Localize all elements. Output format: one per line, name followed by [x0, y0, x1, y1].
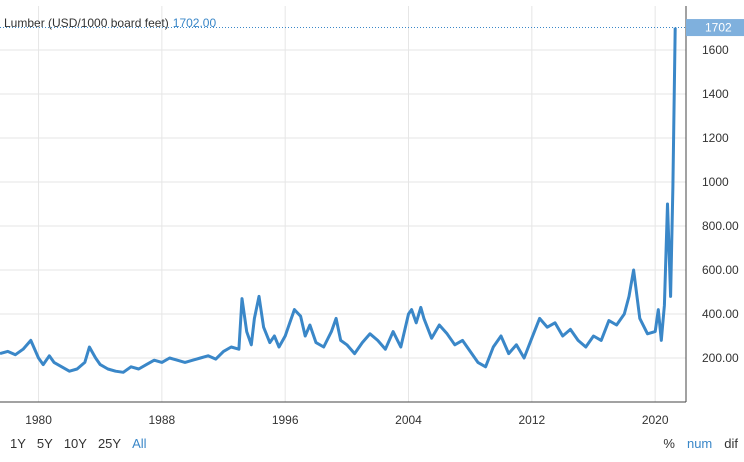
display-mode-selector: % num dif	[651, 436, 738, 451]
y-tick-label: 200.00	[702, 351, 739, 365]
range-10y-button[interactable]: 10Y	[63, 436, 87, 451]
x-tick-label: 2020	[642, 413, 669, 427]
y-tick-label: 1600	[702, 43, 729, 57]
last-value-badge: 1702	[686, 19, 744, 37]
series-legend: Lumber (USD/1000 board feet) 1702.00	[4, 16, 216, 30]
x-axis-ticks: 1980 1988 1996 2004 2012 2020	[25, 413, 669, 427]
y-tick-label: 800.00	[702, 219, 739, 233]
range-selector: 1Y 5Y 10Y 25Y All	[10, 436, 158, 451]
y-axis-ticks: 200.00 400.00 600.00 800.00 1000 1200 1400 1600	[702, 43, 739, 365]
lumber-price-line[interactable]	[0, 27, 677, 374]
series-name: Lumber (USD/1000 board feet)	[4, 16, 169, 30]
y-tick-label: 400.00	[702, 307, 739, 321]
mode-dif-button[interactable]: dif	[724, 436, 738, 451]
range-25y-button[interactable]: 25Y	[97, 436, 122, 451]
x-tick-label: 1988	[149, 413, 176, 427]
x-tick-label: 2004	[395, 413, 422, 427]
mode-num-button[interactable]: num	[686, 436, 713, 451]
range-all-button[interactable]: All	[132, 436, 147, 451]
range-1y-button[interactable]: 1Y	[10, 436, 26, 451]
x-tick-label: 1996	[272, 413, 299, 427]
y-tick-label: 1200	[702, 131, 729, 145]
x-tick-label: 1980	[25, 413, 52, 427]
mode-percent-button[interactable]: %	[663, 436, 675, 451]
y-tick-label: 1000	[702, 175, 729, 189]
x-tick-label: 2012	[518, 413, 545, 427]
series-last-value: 1702.00	[172, 16, 217, 30]
last-value-badge-text: 1702	[705, 21, 732, 35]
y-tick-label: 1400	[702, 87, 729, 101]
y-tick-label: 600.00	[702, 263, 739, 277]
range-5y-button[interactable]: 5Y	[36, 436, 53, 451]
